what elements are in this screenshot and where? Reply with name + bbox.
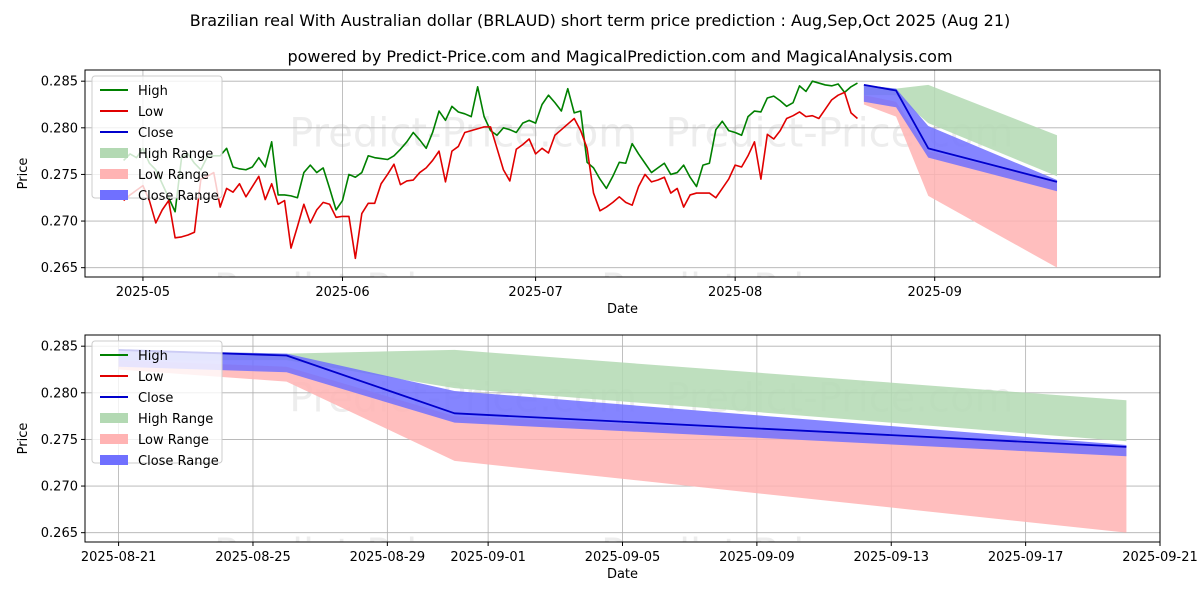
top-panel: Predict-Price.com Predict-Price.com Predic… bbox=[16, 69, 1161, 317]
x-axis-label: Date bbox=[607, 302, 638, 317]
watermark-text: Predict-Price.com bbox=[601, 266, 949, 312]
watermark-text: Predict-Price.com bbox=[214, 266, 562, 312]
y-tick-label: 0.285 bbox=[41, 340, 78, 355]
x-tick-label: 2025-08-29 bbox=[350, 550, 426, 565]
y-tick-label: 0.270 bbox=[41, 480, 78, 495]
y-tick-label: 0.265 bbox=[41, 526, 78, 541]
legend-label: Low bbox=[138, 105, 164, 120]
x-tick-label: 2025-09-21 bbox=[1122, 550, 1198, 565]
y-axis-label: Price bbox=[16, 423, 31, 455]
x-tick-label: 2025-05 bbox=[116, 285, 170, 300]
x-tick-label: 2025-09-09 bbox=[719, 550, 795, 565]
x-tick-label: 2025-09 bbox=[908, 285, 962, 300]
axes-frame bbox=[84, 69, 1161, 278]
chart-title: Brazilian real With Australian dollar (B… bbox=[190, 11, 1011, 30]
legend-label: Low Range bbox=[138, 433, 209, 448]
y-tick-label: 0.275 bbox=[41, 433, 78, 448]
legend-swatch bbox=[100, 434, 128, 444]
x-tick-label: 2025-09-01 bbox=[450, 550, 526, 565]
tick-labels: 2025-08-21 2025-08-25 2025-08-29 2025-09-01… bbox=[41, 340, 1198, 565]
y-tick-label: 0.270 bbox=[41, 215, 78, 230]
y-tick-label: 0.275 bbox=[41, 168, 78, 183]
legend-label: High Range bbox=[138, 412, 213, 427]
x-tick-label: 2025-09-13 bbox=[853, 550, 929, 565]
y-axis-label: Price bbox=[16, 158, 31, 190]
legend-label: High bbox=[138, 84, 168, 99]
plot-area bbox=[123, 80, 1058, 268]
legend-label: Close bbox=[138, 391, 173, 406]
legend-swatch bbox=[100, 413, 128, 423]
legend-box bbox=[91, 75, 223, 199]
tick-labels: 2025-05 2025-06 2025-07 2025-08 2025-09 0.265… bbox=[41, 75, 962, 300]
x-tick-label: 2025-08-25 bbox=[215, 550, 291, 565]
legend-label: Close Range bbox=[138, 454, 219, 469]
x-tick-label: 2025-06 bbox=[315, 285, 369, 300]
legend-label: Close bbox=[138, 126, 173, 141]
bottom-panel: Predict-Price.comPredict-Price.comPredic… bbox=[16, 334, 1198, 582]
x-axis-label: Date bbox=[607, 567, 638, 582]
legend-label: High bbox=[138, 349, 168, 364]
y-tick-label: 0.280 bbox=[41, 121, 78, 136]
legend-swatch bbox=[100, 169, 128, 179]
legend-label: Close Range bbox=[138, 189, 219, 204]
high-series-line bbox=[123, 80, 858, 213]
low-range-band bbox=[118, 360, 1127, 533]
y-tick-label: 0.285 bbox=[41, 75, 78, 90]
close-range-band bbox=[118, 349, 1127, 457]
x-tick-label: 2025-07 bbox=[508, 285, 562, 300]
watermark-text: Predict-Price.com bbox=[289, 111, 637, 157]
chart-subtitle: powered by Predict-Price.com and Magical… bbox=[287, 47, 952, 66]
close-range-band bbox=[863, 84, 1058, 192]
close-forecast-line bbox=[863, 84, 1058, 183]
legend-swatch bbox=[100, 148, 128, 158]
watermark-text: Predict-Price.com bbox=[214, 531, 562, 577]
legend: High Low Close High Range Low Range Close Ran… bbox=[91, 340, 223, 469]
legend-swatch bbox=[100, 190, 128, 200]
legend-box bbox=[91, 340, 223, 464]
legend: High Low Close High Range Low Range Close Ran… bbox=[91, 75, 223, 204]
x-tick-label: 2025-08-21 bbox=[81, 550, 157, 565]
watermark-text: Predict-Price.com bbox=[601, 531, 949, 577]
y-tick-label: 0.265 bbox=[41, 261, 78, 276]
y-tick-label: 0.280 bbox=[41, 386, 78, 401]
x-tick-label: 2025-08 bbox=[708, 285, 762, 300]
legend-swatch bbox=[100, 455, 128, 465]
legend-label: Low bbox=[138, 370, 164, 385]
x-tick-label: 2025-09-17 bbox=[988, 550, 1064, 565]
low-series-line bbox=[123, 91, 858, 260]
x-tick-label: 2025-09-05 bbox=[585, 550, 661, 565]
low-range-band bbox=[863, 95, 1058, 268]
legend-label: High Range bbox=[138, 147, 213, 162]
legend-label: Low Range bbox=[138, 168, 209, 183]
